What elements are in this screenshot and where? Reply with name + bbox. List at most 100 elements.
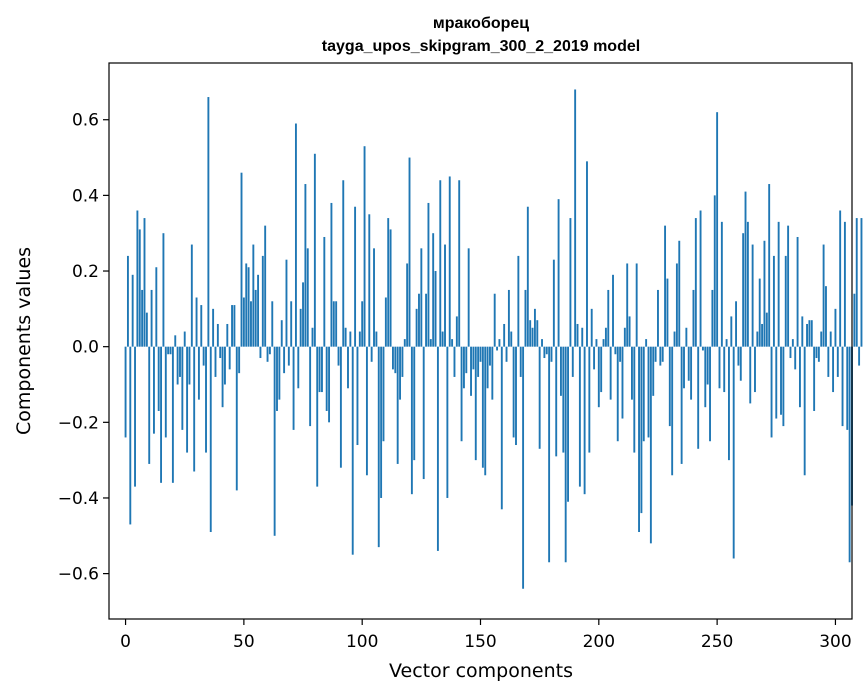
x-tick-label-1: 50 [233,632,255,652]
bar-73 [297,346,300,389]
bar-258 [735,301,738,347]
bar-206 [612,274,614,347]
bar-138 [451,339,454,347]
bar-295 [822,244,825,347]
bar-167 [519,346,522,377]
bar-87 [330,202,333,347]
bar-91 [339,346,342,468]
bar-46 [233,305,236,347]
bar-214 [630,346,633,400]
bar-155 [491,346,494,400]
bar-265 [751,244,754,347]
bar-79 [311,327,314,347]
bar-136 [446,346,449,498]
bar-8 [143,218,146,347]
bar-42 [223,346,226,385]
bar-229 [666,278,669,347]
bar-255 [728,346,730,461]
bar-23 [179,346,181,377]
bar-310 [858,346,861,366]
bar-45 [231,305,233,347]
bar-148 [474,346,477,461]
bar-163 [510,331,513,347]
bar-56 [257,274,260,347]
bar-243 [699,210,702,347]
y-tick-label-1: −0.4 [58,489,99,509]
bar-110 [384,297,387,347]
bar-242 [697,346,700,449]
bar-189 [571,346,574,377]
bar-300 [834,308,837,347]
bar-141 [458,180,461,347]
bar-114 [394,346,397,374]
bar-296 [825,286,827,347]
bar-224 [654,346,657,362]
bar-200 [597,346,600,408]
bar-44 [228,346,231,370]
bar-270 [763,240,766,347]
bar-34 [205,346,207,453]
bar-17 [164,346,167,438]
bar-180 [550,346,553,362]
bar-245 [704,346,707,408]
bar-268 [758,278,761,347]
plot-frame [108,62,853,620]
bar-124 [418,293,420,347]
bar-29 [193,346,196,472]
bar-168 [522,346,525,589]
bar-36 [209,346,212,533]
bar-85 [325,346,328,411]
y-tick-label-4: 0.2 [72,262,99,282]
bar-32 [200,305,203,347]
bar-159 [500,346,503,510]
bar-269 [761,323,764,347]
bar-106 [375,331,378,347]
bar-16 [162,233,165,347]
bar-246 [706,346,709,385]
bar-304 [843,221,846,347]
bar-271 [765,312,768,347]
bar-102 [365,346,368,476]
y-tick-label-2: −0.2 [58,413,99,433]
bar-153 [486,346,489,389]
bar-207 [614,346,617,355]
bar-33 [202,346,205,366]
bar-10 [148,346,151,464]
x-tick-label-5: 250 [701,632,733,652]
bar-231 [671,346,674,476]
bar-164 [512,346,515,438]
bar-156 [493,293,496,347]
bar-162 [507,289,510,347]
bar-183 [557,199,560,347]
bar-280 [787,225,790,347]
bar-7 [141,289,144,347]
bar-131 [434,271,437,347]
bar-208 [616,346,619,442]
bar-27 [188,346,191,385]
bar-191 [576,323,579,347]
bar-174 [536,320,539,347]
bar-266 [754,346,756,393]
bar-55 [254,289,257,347]
bar-221 [647,346,650,438]
bar-184 [560,346,562,396]
bar-105 [373,248,375,347]
bar-0 [124,346,127,438]
bar-165 [515,346,517,446]
bar-227 [661,346,664,362]
bar-53 [250,301,252,347]
bar-40 [219,346,222,359]
bar-134 [441,331,444,347]
bar-30 [195,297,198,347]
bar-308 [853,293,856,347]
bar-147 [472,346,475,370]
bar-142 [460,346,463,442]
bar-157 [496,346,499,351]
bar-170 [526,206,529,347]
bar-286 [801,316,804,347]
bar-254 [725,339,728,347]
bar-274 [772,255,775,347]
bar-248 [711,289,714,347]
bar-128 [427,202,430,347]
bar-52 [247,267,250,347]
